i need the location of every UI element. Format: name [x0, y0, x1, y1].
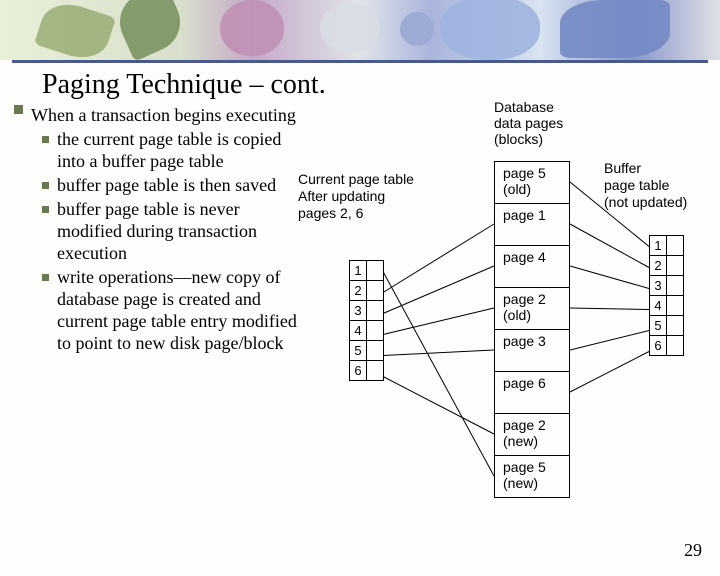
pt-slot-num: 2 [650, 256, 667, 276]
pt-slot-num: 3 [650, 276, 667, 296]
bullet-icon [42, 182, 49, 189]
pt-slot-num: 3 [350, 301, 367, 321]
db-pages-column: page 5(old)page 1page 4page 2(old)page 3… [494, 161, 570, 498]
lead-text: When a transaction begins executing [31, 105, 296, 127]
pt-slot-ptr [667, 256, 684, 276]
pt-slot-ptr [367, 341, 384, 361]
db-pages-label: data pages [494, 115, 563, 131]
db-page: page 2(new) [495, 414, 569, 456]
sub-bullet-item: buffer page table is never modified duri… [42, 199, 304, 265]
slide-body: Paging Technique – cont. When a transact… [0, 63, 720, 565]
sub-text: the current page table is copied into a … [57, 129, 304, 173]
buffer-pt-label: (not updated) [604, 194, 714, 210]
pt-slot-num: 4 [650, 296, 667, 316]
db-page: page 3 [495, 330, 569, 372]
pt-slot-ptr [667, 276, 684, 296]
db-page: page 1 [495, 204, 569, 246]
decorative-banner [0, 0, 720, 60]
pt-slot-ptr [367, 261, 384, 281]
sub-text: buffer page table is then saved [57, 175, 276, 197]
buffer-pt-label: page table [604, 177, 714, 193]
db-page: page 5(old) [495, 162, 569, 204]
current-pt-label: pages 2, 6 [298, 205, 438, 221]
pt-slot-num: 6 [350, 361, 367, 381]
pt-slot-ptr [667, 336, 684, 356]
db-pages-label: (blocks) [494, 131, 543, 147]
current-pt-label: After updating [298, 188, 438, 204]
db-pages-label: Database [494, 99, 554, 115]
slide-title: Paging Technique – cont. [42, 69, 706, 101]
pt-slot-ptr [667, 316, 684, 336]
pt-slot-ptr [367, 301, 384, 321]
db-page: page 2(old) [495, 288, 569, 330]
sub-text: buffer page table is never modified duri… [57, 199, 304, 265]
pt-slot-ptr [667, 236, 684, 256]
text-column: When a transaction begins executing the … [14, 105, 304, 356]
pt-slot-ptr [667, 296, 684, 316]
sub-bullet-item: the current page table is copied into a … [42, 129, 304, 173]
current-page-table: 123456 [349, 260, 384, 381]
pt-slot-num: 1 [650, 236, 667, 256]
bullet-icon [42, 136, 49, 143]
db-page: page 5(new) [495, 456, 569, 497]
pt-slot-ptr [367, 281, 384, 301]
pt-slot-num: 2 [350, 281, 367, 301]
pt-slot-num: 6 [650, 336, 667, 356]
sub-bullet-item: write operations—new copy of database pa… [42, 267, 304, 355]
bullet-icon [42, 206, 49, 213]
page-number: 29 [684, 540, 702, 561]
sub-bullet-item: buffer page table is then saved [42, 175, 304, 197]
bullet-icon [14, 105, 23, 114]
pt-slot-ptr [367, 321, 384, 341]
pt-slot-num: 1 [350, 261, 367, 281]
current-pt-label: Current page table [298, 171, 438, 187]
pt-slot-num: 5 [650, 316, 667, 336]
pt-slot-ptr [367, 361, 384, 381]
sub-text: write operations—new copy of database pa… [57, 267, 304, 355]
db-page: page 4 [495, 246, 569, 288]
buffer-pt-label: Buffer [604, 160, 714, 176]
buffer-page-table: 123456 [649, 235, 684, 356]
db-page: page 6 [495, 372, 569, 414]
pt-slot-num: 4 [350, 321, 367, 341]
paging-diagram: 29 Databasedata pages(blocks)Current pag… [304, 105, 706, 565]
pt-slot-num: 5 [350, 341, 367, 361]
bullet-icon [42, 274, 49, 281]
